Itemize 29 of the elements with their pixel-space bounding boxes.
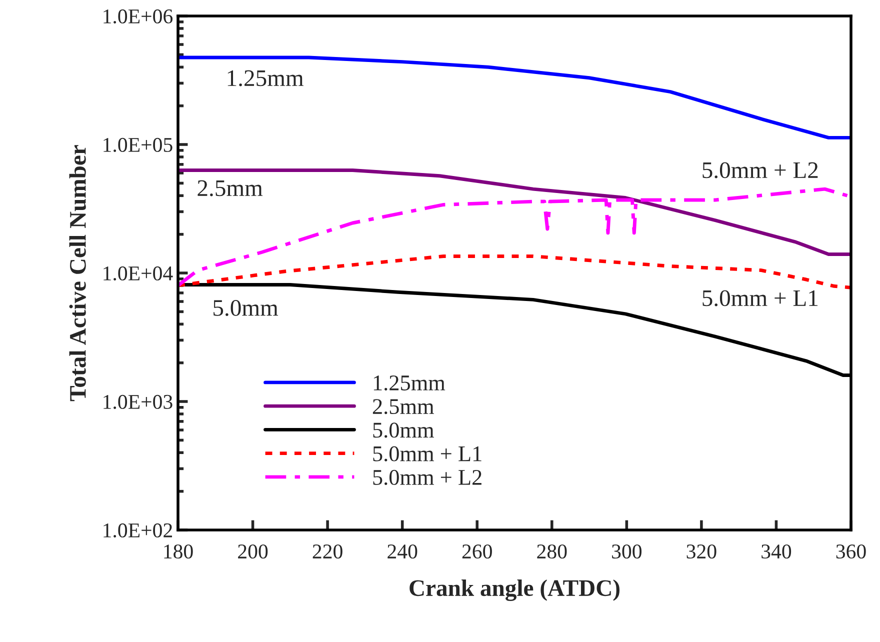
x-tick-label: 300 <box>612 544 642 559</box>
x-axis-title: Crank angle (ATDC) <box>410 579 620 602</box>
legend-label: 5.0mm <box>373 422 434 438</box>
annotation: 5.0mm <box>214 300 278 316</box>
y-axis-title: Total Active Cell Number <box>69 145 86 402</box>
y-tick-label: 1.0E+02 <box>104 523 172 538</box>
y-tick-label: 1.0E+05 <box>104 138 172 152</box>
x-tick-label: 360 <box>836 544 866 559</box>
legend-label: 2.5mm <box>372 399 434 414</box>
legend-label: 5.0mm + L1 <box>373 446 482 462</box>
x-tick-label: 320 <box>686 544 716 559</box>
y-tick-label: 1.0E+04 <box>104 266 173 281</box>
annotation: 2.5mm <box>198 180 263 196</box>
x-tick-label: 340 <box>762 544 792 559</box>
legend-label: 1.25mm <box>374 376 446 391</box>
x-tick-label: 240 <box>388 544 418 559</box>
legend-label: 5.0mm + L2 <box>373 470 482 486</box>
x-tick-label: 220 <box>312 544 342 559</box>
annotation: 5.0mm + L1 <box>702 290 818 306</box>
x-tick-label: 280 <box>537 544 567 559</box>
annotation: 1.25mm <box>228 70 304 86</box>
y-tick-label: 1.0E+06 <box>104 9 173 24</box>
x-tick-label: 180 <box>164 544 193 559</box>
annotation: 5.0mm + L2 <box>702 162 818 178</box>
x-tick-label: 260 <box>462 544 492 559</box>
x-tick-label: 200 <box>238 544 268 559</box>
y-tick-label: 1.0E+03 <box>104 394 172 410</box>
line-series <box>178 56 851 140</box>
line-series <box>178 254 851 290</box>
